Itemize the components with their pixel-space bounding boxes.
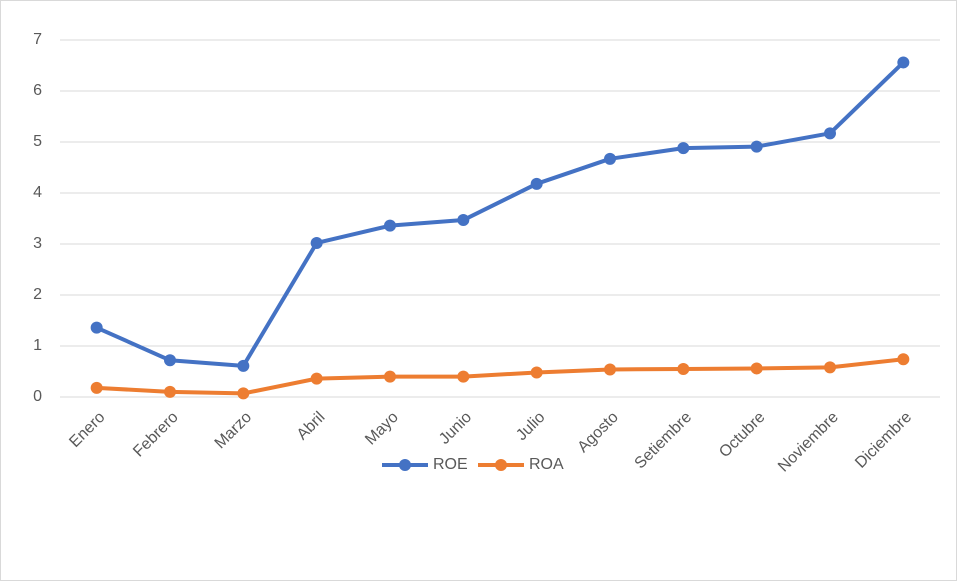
series-line <box>96 357 904 396</box>
y-tick-label: 3 <box>33 235 42 252</box>
y-tick-label: 4 <box>33 184 42 201</box>
legend-marker <box>495 459 507 471</box>
data-point <box>530 366 543 379</box>
data-point <box>457 214 470 227</box>
data-point <box>164 354 176 367</box>
data-point <box>237 387 250 400</box>
y-tick-label: 6 <box>33 82 42 99</box>
series-line <box>95 61 905 368</box>
legend-label: ROE <box>433 456 468 473</box>
data-point <box>750 140 763 153</box>
data-point <box>824 127 836 140</box>
data-point <box>750 362 763 375</box>
data-point <box>530 177 543 190</box>
y-tick-label: 2 <box>33 286 42 303</box>
y-tick-label: 7 <box>33 31 42 48</box>
y-tick-label: 0 <box>33 388 42 405</box>
data-point <box>824 361 836 374</box>
data-point <box>457 370 470 383</box>
data-point <box>164 385 176 398</box>
data-point <box>897 353 910 366</box>
data-point <box>604 152 616 165</box>
y-tick-label: 5 <box>33 133 42 150</box>
legend-marker <box>399 459 411 471</box>
data-point <box>384 219 396 232</box>
legend-label: ROA <box>529 456 564 473</box>
data-point <box>310 372 323 385</box>
data-point <box>677 142 690 155</box>
data-point <box>897 56 910 69</box>
data-point <box>90 381 103 394</box>
y-tick-label: 1 <box>33 337 42 354</box>
data-point <box>310 236 323 249</box>
data-point <box>237 359 250 372</box>
data-point <box>384 370 396 383</box>
data-point <box>604 363 616 376</box>
data-point <box>677 362 690 375</box>
data-point <box>90 321 103 334</box>
